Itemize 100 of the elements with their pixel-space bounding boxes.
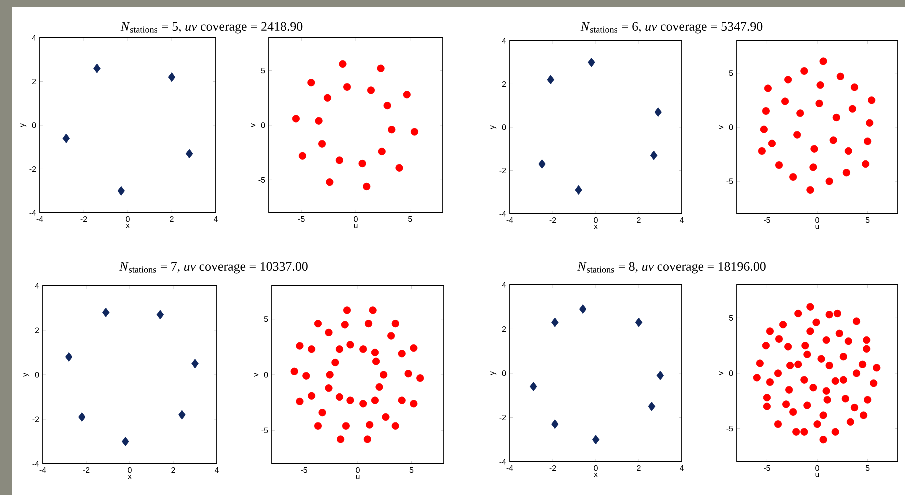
point — [863, 345, 871, 353]
point — [388, 126, 396, 134]
point — [802, 342, 810, 350]
point — [398, 350, 406, 358]
point — [780, 321, 788, 329]
point — [834, 310, 842, 318]
point — [753, 374, 761, 382]
point — [186, 149, 194, 159]
point — [324, 94, 332, 102]
point — [864, 138, 872, 146]
point — [859, 360, 867, 368]
point — [314, 422, 322, 430]
point — [852, 318, 861, 326]
chart-title: N$_{stations}$ = 6, uv coverage = 5347.90 — [580, 22, 763, 34]
point — [830, 136, 838, 144]
point — [844, 338, 852, 346]
point — [860, 412, 868, 420]
point — [403, 91, 411, 99]
point — [552, 420, 559, 430]
point — [800, 376, 808, 384]
point — [547, 75, 554, 85]
point — [818, 355, 826, 363]
point — [794, 310, 802, 318]
point — [870, 380, 878, 388]
point — [404, 370, 412, 378]
point — [366, 421, 374, 429]
point — [826, 178, 834, 186]
point — [816, 82, 824, 90]
point — [358, 160, 366, 168]
point — [118, 186, 126, 196]
point — [579, 304, 587, 314]
point — [392, 320, 400, 328]
point — [786, 362, 794, 370]
point — [337, 436, 345, 444]
point — [826, 362, 834, 370]
chart-title: N$_{stations}$ = 8, uv coverage = 18196.00 — [578, 262, 766, 274]
point — [315, 117, 323, 125]
point — [342, 422, 350, 430]
point — [822, 336, 830, 344]
point — [384, 102, 392, 110]
point — [804, 350, 812, 358]
point — [325, 384, 333, 392]
point — [296, 398, 304, 406]
point — [336, 393, 344, 402]
point — [800, 67, 808, 76]
point — [784, 76, 792, 84]
point — [782, 98, 790, 106]
point — [760, 126, 768, 134]
point — [796, 110, 804, 118]
point — [410, 344, 418, 352]
point — [392, 422, 400, 430]
point — [363, 182, 371, 191]
point — [376, 383, 384, 392]
point — [552, 318, 559, 328]
point — [836, 72, 844, 80]
point — [792, 428, 800, 436]
point — [775, 162, 784, 170]
point — [790, 408, 798, 416]
point — [806, 186, 814, 194]
point — [794, 131, 802, 139]
point — [65, 352, 73, 362]
point — [774, 420, 782, 428]
point — [862, 160, 870, 168]
point — [314, 320, 322, 328]
point — [842, 169, 850, 177]
point — [846, 418, 854, 426]
point — [292, 115, 300, 123]
point — [762, 107, 770, 116]
point — [810, 164, 818, 172]
point — [822, 387, 830, 395]
point — [810, 145, 818, 153]
point — [782, 400, 790, 408]
point — [364, 320, 373, 328]
point — [592, 435, 600, 445]
point — [826, 311, 834, 319]
point — [790, 173, 798, 182]
point — [832, 114, 840, 122]
point — [863, 336, 871, 344]
point — [530, 382, 538, 392]
chart-title: N$_{stations}$ = 5, uv coverage = 2418.90 — [120, 22, 303, 34]
point — [656, 370, 664, 380]
point — [758, 147, 766, 156]
point — [824, 396, 832, 404]
point — [318, 409, 326, 417]
point — [122, 436, 130, 447]
point — [308, 392, 316, 400]
point — [388, 332, 396, 340]
point — [764, 84, 772, 92]
point — [360, 400, 368, 408]
point — [410, 400, 418, 408]
point — [325, 328, 333, 336]
point — [396, 164, 404, 172]
point — [820, 58, 828, 66]
point — [820, 436, 828, 444]
point — [332, 358, 340, 367]
point — [398, 396, 406, 404]
point — [840, 353, 848, 361]
point — [360, 346, 368, 354]
point — [806, 328, 814, 336]
point — [371, 396, 380, 404]
